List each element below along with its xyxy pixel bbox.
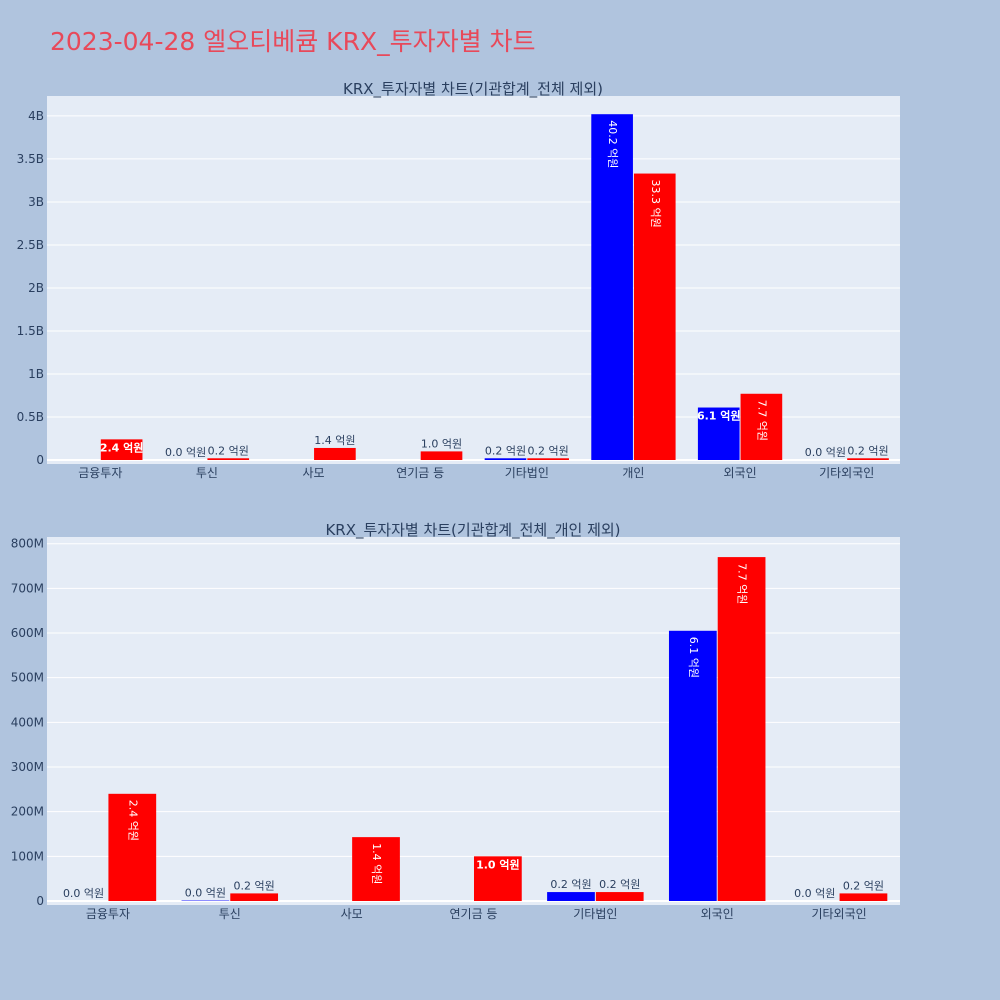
data-label: 0.0 억원 xyxy=(805,446,846,459)
bar xyxy=(591,114,633,460)
y-tick-label: 0 xyxy=(36,453,44,467)
data-label: 1.0 억원 xyxy=(421,437,462,450)
y-tick-label: 4B xyxy=(28,109,44,123)
bar xyxy=(697,407,740,460)
data-label: 1.4 억원 xyxy=(314,434,355,447)
bar xyxy=(100,439,143,460)
y-tick-label: 800M xyxy=(11,537,44,551)
bar xyxy=(420,451,463,460)
top-bar-chart: 0 0.5B 1B 1.5B 2B 2.5B 3B 3.5B 4B KRX_투자자별 차트(기관합… xyxy=(17,80,900,480)
x-tick-label: 개인 xyxy=(622,466,644,480)
data-label: 0.2 억원 xyxy=(847,444,888,457)
y-tick-label: 700M xyxy=(11,581,44,595)
y-tick-label: 200M xyxy=(11,805,44,819)
bar xyxy=(847,458,889,460)
data-label: 6.1 억원 xyxy=(687,637,700,678)
x-tick-label: 금융투자 xyxy=(78,466,122,480)
page-title: 2023-04-28 엘오티베큠 KRX_투자자별 차트 xyxy=(50,27,536,56)
data-label: 33.3 억원 xyxy=(649,180,662,228)
x-tick-label: 기타외국인 xyxy=(819,466,874,480)
y-tick-label: 500M xyxy=(11,671,44,685)
x-tick-label: 금융투자 xyxy=(86,907,130,921)
bar xyxy=(207,458,250,460)
bar xyxy=(527,458,569,460)
y-tick-label: 3.5B xyxy=(17,152,44,166)
plot-area xyxy=(47,537,900,905)
bar xyxy=(547,892,595,901)
bar xyxy=(108,793,157,901)
x-tick-label: 연기금 등 xyxy=(396,466,444,480)
bar xyxy=(717,557,766,901)
data-label: 0.2 억원 xyxy=(234,879,275,892)
data-label: 0.0 억원 xyxy=(63,887,104,900)
y-tick-label: 300M xyxy=(11,760,44,774)
chart-title: KRX_투자자별 차트(기관합계_전체_개인 제외) xyxy=(325,521,620,540)
chart-title: KRX_투자자별 차트(기관합계_전체 제외) xyxy=(343,80,603,99)
data-label: 0.2 억원 xyxy=(843,879,884,892)
bar xyxy=(595,892,644,901)
data-label: 0.2 억원 xyxy=(599,878,640,891)
x-tick-label: 사모 xyxy=(341,907,363,921)
y-tick-label: 1.5B xyxy=(17,324,44,338)
bar xyxy=(633,173,676,461)
data-label: 0.0 억원 xyxy=(794,887,835,900)
y-tick-label: 2.5B xyxy=(17,238,44,252)
y-tick-label: 400M xyxy=(11,715,44,729)
x-tick-label: 투신 xyxy=(196,466,218,480)
data-label: 0.0 억원 xyxy=(165,446,206,459)
data-label: 0.2 억원 xyxy=(485,444,526,457)
y-tick-label: 600M xyxy=(11,626,44,640)
bar xyxy=(474,856,522,901)
x-tick-label: 연기금 등 xyxy=(450,907,498,921)
bar xyxy=(314,447,356,460)
data-label: 0.2 억원 xyxy=(528,444,569,457)
x-tick-label: 외국인 xyxy=(701,907,734,921)
data-label: 7.7 억원 xyxy=(736,563,749,604)
y-tick-label: 3B xyxy=(28,195,44,209)
data-label: 6.1 억원 xyxy=(697,409,741,423)
bar xyxy=(230,893,279,901)
data-label: 2.4 억원 xyxy=(100,440,144,454)
y-tick-label: 100M xyxy=(11,849,44,863)
data-label: 7.7 억원 xyxy=(755,400,768,441)
data-label: 40.2 억원 xyxy=(606,120,619,168)
y-tick-label: 2B xyxy=(28,281,44,295)
data-label: 2.4 억원 xyxy=(126,800,139,841)
x-tick-label: 기타법인 xyxy=(573,907,617,921)
x-tick-label: 기타법인 xyxy=(505,466,549,480)
bar xyxy=(839,893,888,901)
data-label: 0.2 억원 xyxy=(208,444,249,457)
y-tick-label: 0 xyxy=(36,894,44,908)
bottom-bar-chart: 0 100M 200M 300M 400M 500M 600M 700M 800M KRX_투자자… xyxy=(11,521,900,921)
x-tick-label: 투신 xyxy=(219,907,241,921)
bar xyxy=(484,458,527,460)
y-tick-label: 0.5B xyxy=(17,410,44,424)
data-label: 1.0 억원 xyxy=(476,857,520,871)
bar xyxy=(352,837,400,901)
x-tick-label: 기타외국인 xyxy=(811,907,866,921)
bar xyxy=(740,393,783,460)
y-tick-label: 1B xyxy=(28,367,44,381)
data-label: 0.0 억원 xyxy=(185,887,226,900)
data-label: 1.4 억원 xyxy=(370,843,383,884)
bar xyxy=(668,630,717,901)
x-tick-label: 사모 xyxy=(303,466,325,480)
x-tick-label: 외국인 xyxy=(724,466,757,480)
data-label: 0.2 억원 xyxy=(550,878,591,891)
